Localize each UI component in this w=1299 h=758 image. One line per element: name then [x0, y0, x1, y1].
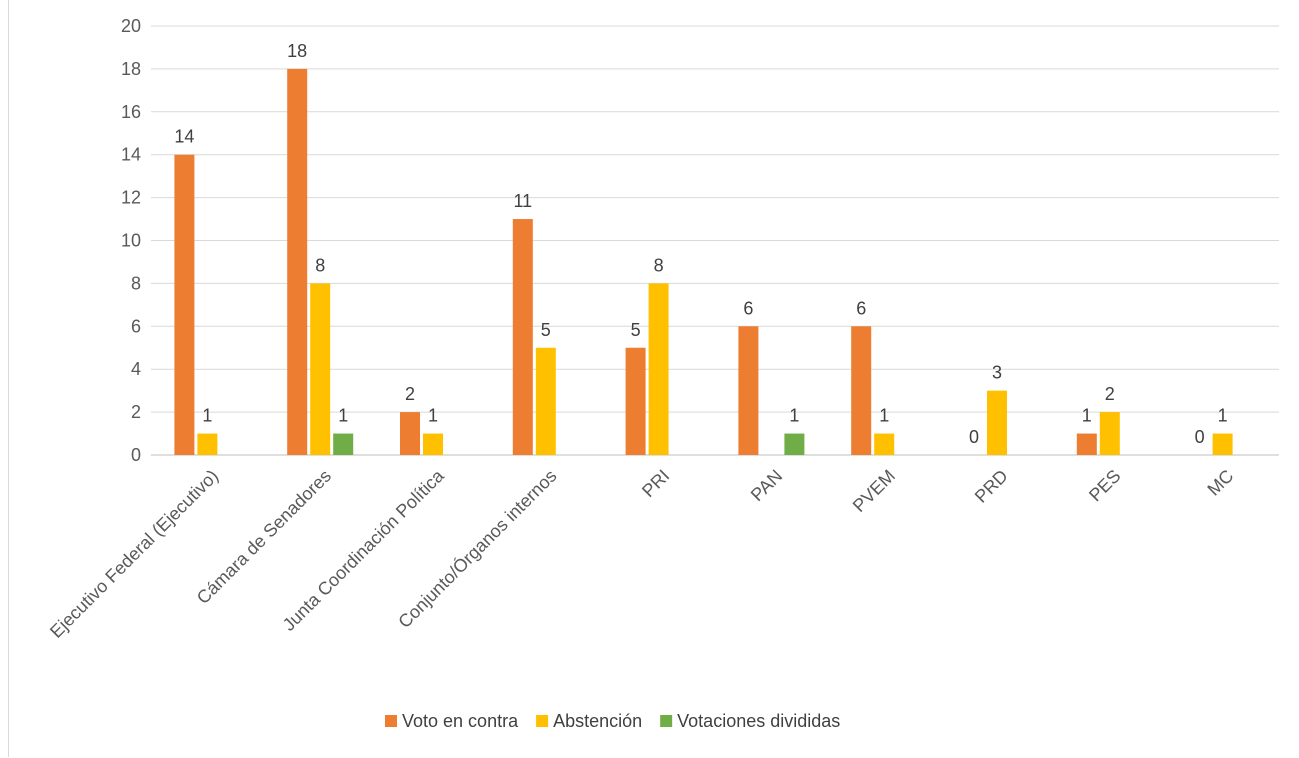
bar	[310, 283, 331, 455]
chart-frame: 0 2 4 6 8 10 12 14 16 18 20 14 1 18 8 1 2 1 11 5 5 8 6 1 6 1 0 3 1 2…	[8, 0, 1298, 757]
bars	[174, 68, 1233, 456]
x-tick-label: Ejecutivo Federal (Ejecutivo)	[46, 466, 222, 642]
data-label: 14	[174, 127, 194, 147]
bar	[738, 326, 759, 455]
legend: Voto en contra Abstención Votaciones divid…	[385, 711, 840, 731]
bar	[174, 154, 195, 455]
y-axis-ticks: 0 2 4 6 8 10 12 14 16 18 20	[121, 16, 141, 465]
data-label: 0	[1195, 427, 1205, 447]
data-label: 3	[992, 363, 1002, 383]
bar	[784, 433, 805, 455]
x-tick-label: PVEM	[849, 466, 899, 516]
x-axis-labels: Ejecutivo Federal (Ejecutivo)Cámara de S…	[46, 465, 1237, 642]
x-tick-label: PRI	[638, 466, 673, 501]
bar	[512, 219, 533, 455]
gridlines	[151, 25, 1279, 456]
bar	[648, 283, 669, 455]
bar	[625, 347, 646, 455]
legend-swatch	[660, 715, 673, 727]
legend-label: Abstención	[553, 711, 642, 731]
legend-swatch	[536, 715, 549, 727]
bar	[333, 433, 354, 455]
data-label: 1	[1082, 406, 1092, 426]
bar	[851, 326, 872, 455]
y-tick-label: 16	[121, 102, 141, 122]
x-tick-label: PAN	[747, 466, 786, 505]
bar	[987, 390, 1007, 455]
y-tick-label: 6	[131, 316, 141, 336]
y-tick-label: 2	[131, 402, 141, 422]
y-tick-label: 18	[121, 59, 141, 79]
legend-swatch	[385, 715, 397, 727]
data-label: 8	[315, 255, 325, 275]
bar	[1099, 412, 1120, 455]
data-label: 18	[287, 41, 307, 61]
y-tick-label: 4	[131, 359, 141, 379]
data-label: 1	[1218, 406, 1228, 426]
y-tick-label: 10	[121, 231, 141, 251]
bar	[400, 412, 420, 455]
bar	[1212, 433, 1233, 455]
data-label: 11	[513, 191, 532, 211]
legend-label: Voto en contra	[402, 711, 519, 731]
data-label: 1	[879, 406, 889, 426]
data-label: 1	[428, 406, 438, 426]
bar	[1076, 433, 1097, 455]
bar	[874, 433, 895, 455]
data-label: 2	[405, 384, 415, 404]
data-label: 2	[1105, 384, 1115, 404]
y-tick-label: 20	[121, 16, 141, 36]
legend-label: Votaciones divididas	[677, 711, 840, 731]
data-label: 6	[856, 298, 866, 318]
data-label: 1	[202, 406, 212, 426]
x-tick-label: PES	[1085, 466, 1125, 506]
data-label: 1	[338, 406, 348, 426]
y-tick-label: 14	[121, 145, 141, 165]
y-tick-label: 12	[121, 188, 141, 208]
data-label: 1	[789, 406, 799, 426]
y-tick-label: 8	[131, 273, 141, 293]
data-label: 6	[743, 298, 753, 318]
bar	[535, 347, 556, 455]
x-tick-label: MC	[1203, 466, 1237, 500]
data-label: 5	[541, 320, 551, 340]
data-label: 5	[631, 320, 641, 340]
bar	[423, 433, 443, 455]
bar	[287, 68, 308, 456]
data-label: 8	[654, 255, 664, 275]
y-tick-label: 0	[131, 445, 141, 465]
data-label: 0	[969, 427, 979, 447]
x-tick-label: PRD	[971, 466, 1012, 507]
bar	[197, 433, 218, 455]
